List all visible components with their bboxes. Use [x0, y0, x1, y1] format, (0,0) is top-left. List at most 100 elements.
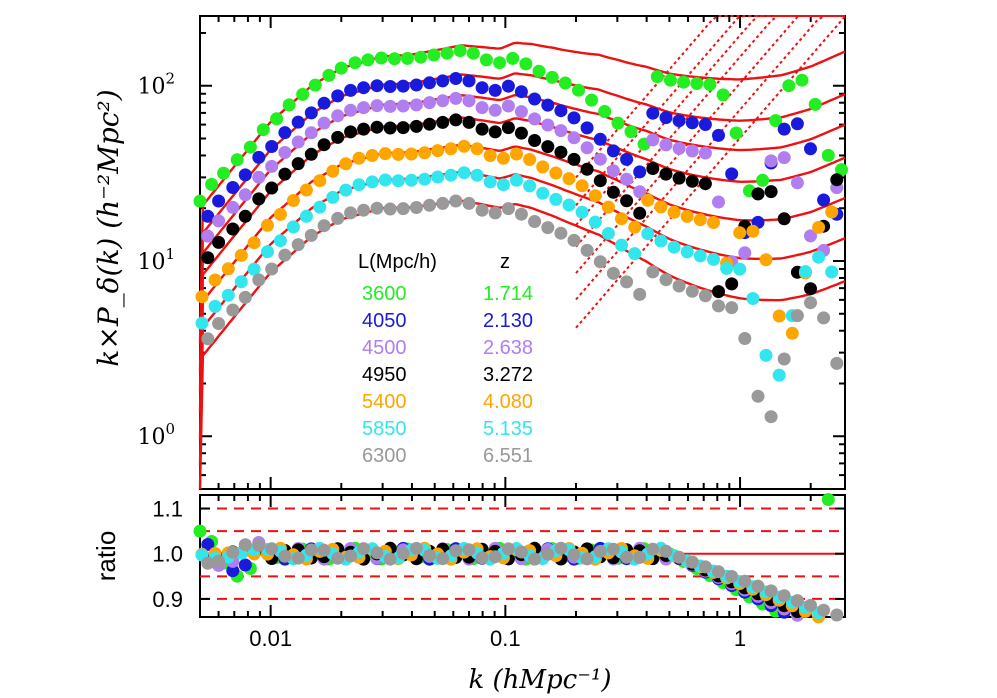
data-point [808, 97, 822, 111]
data-point [580, 162, 594, 176]
data-point [764, 154, 778, 168]
data-point [475, 203, 489, 217]
data-point [817, 311, 831, 325]
ratio-point [821, 493, 835, 506]
data-point [357, 122, 371, 136]
data-point [725, 277, 739, 291]
data-point [436, 196, 450, 210]
legend-L-value: 3600 [362, 283, 407, 305]
data-point [357, 81, 371, 95]
data-point [798, 265, 812, 279]
data-point [558, 76, 572, 90]
data-point [404, 147, 418, 161]
data-point [782, 79, 796, 93]
data-point [247, 262, 261, 276]
data-point [633, 165, 647, 179]
data-point [580, 243, 594, 257]
data-point [659, 138, 673, 152]
data-point [409, 119, 423, 133]
legend-L-value: 4500 [362, 337, 407, 359]
ratio-point [423, 549, 436, 563]
data-point [488, 206, 502, 220]
x-tick-label: 0.1 [490, 626, 521, 651]
data-point [383, 80, 397, 93]
main-y-tick-labels: 100 101 102 [137, 70, 175, 451]
data-point [703, 78, 717, 91]
data-point [554, 145, 568, 159]
data-point [790, 176, 804, 190]
data-point [401, 51, 414, 65]
data-point [672, 141, 686, 155]
data-point [313, 200, 327, 214]
data-point [751, 187, 765, 201]
data-point [383, 99, 397, 113]
data-point [528, 215, 542, 228]
data-point [304, 147, 318, 161]
data-point [615, 238, 628, 252]
data-point [698, 118, 712, 131]
ratio-y-tick-label: 0.9 [152, 587, 183, 612]
data-point [672, 114, 686, 128]
ratio-point [620, 550, 634, 564]
ratio-point [317, 543, 331, 557]
data-point [545, 70, 559, 84]
ratio-point [370, 546, 384, 560]
data-point [431, 144, 445, 158]
legend-rows: 3600 1.714 4050 2.130 4500 2.638 4950 3.272 5400… [362, 283, 533, 467]
data-point [383, 202, 397, 216]
data-point [549, 192, 563, 206]
data-point [510, 147, 523, 161]
data-point [252, 192, 266, 206]
main-plot-frame [199, 15, 846, 490]
ratio-point [201, 538, 215, 551]
data-point [707, 252, 720, 266]
data-point [746, 224, 760, 238]
data-point [457, 139, 471, 153]
data-point [278, 146, 292, 159]
data-point [620, 172, 634, 186]
data-point [554, 226, 568, 240]
ratio-point [449, 544, 463, 558]
data-point [226, 303, 240, 317]
ratio-axis-ticks [199, 495, 845, 617]
data-point [365, 149, 379, 162]
data-point [391, 147, 405, 161]
data-point [436, 94, 450, 108]
data-point [698, 289, 712, 303]
data-point [804, 142, 817, 156]
ratio-point [226, 545, 240, 559]
data-point [677, 75, 691, 89]
legend-z-value: 6.551 [483, 445, 533, 467]
ratio-point [567, 548, 581, 562]
ratio-point [396, 546, 410, 560]
data-point [453, 44, 467, 58]
data-point [444, 168, 458, 182]
data-point [339, 183, 353, 197]
data-point [825, 205, 839, 219]
data-point [501, 202, 515, 216]
data-point [567, 111, 581, 125]
data-point [510, 173, 523, 187]
data-point [606, 185, 620, 199]
data-point [549, 166, 563, 180]
data-point [772, 368, 786, 382]
legend-z-value: 5.135 [483, 418, 533, 440]
data-point [541, 221, 555, 235]
data-point [650, 70, 664, 84]
data-point [777, 212, 791, 226]
data-point [357, 203, 371, 217]
data-point [436, 74, 450, 88]
ratio-point [659, 544, 673, 558]
data-point [562, 198, 576, 212]
data-point [725, 167, 739, 181]
legend-L-value: 4950 [362, 364, 407, 386]
data-point [830, 356, 844, 370]
data-point [462, 94, 476, 108]
data-point [712, 128, 725, 142]
main-y-axis-label: k×P_δ(k) (h⁻²Mpc²) [92, 89, 125, 366]
data-point [633, 206, 647, 220]
data-point [725, 301, 739, 315]
data-point [585, 93, 599, 107]
data-point [475, 122, 489, 136]
data-point [475, 101, 489, 115]
